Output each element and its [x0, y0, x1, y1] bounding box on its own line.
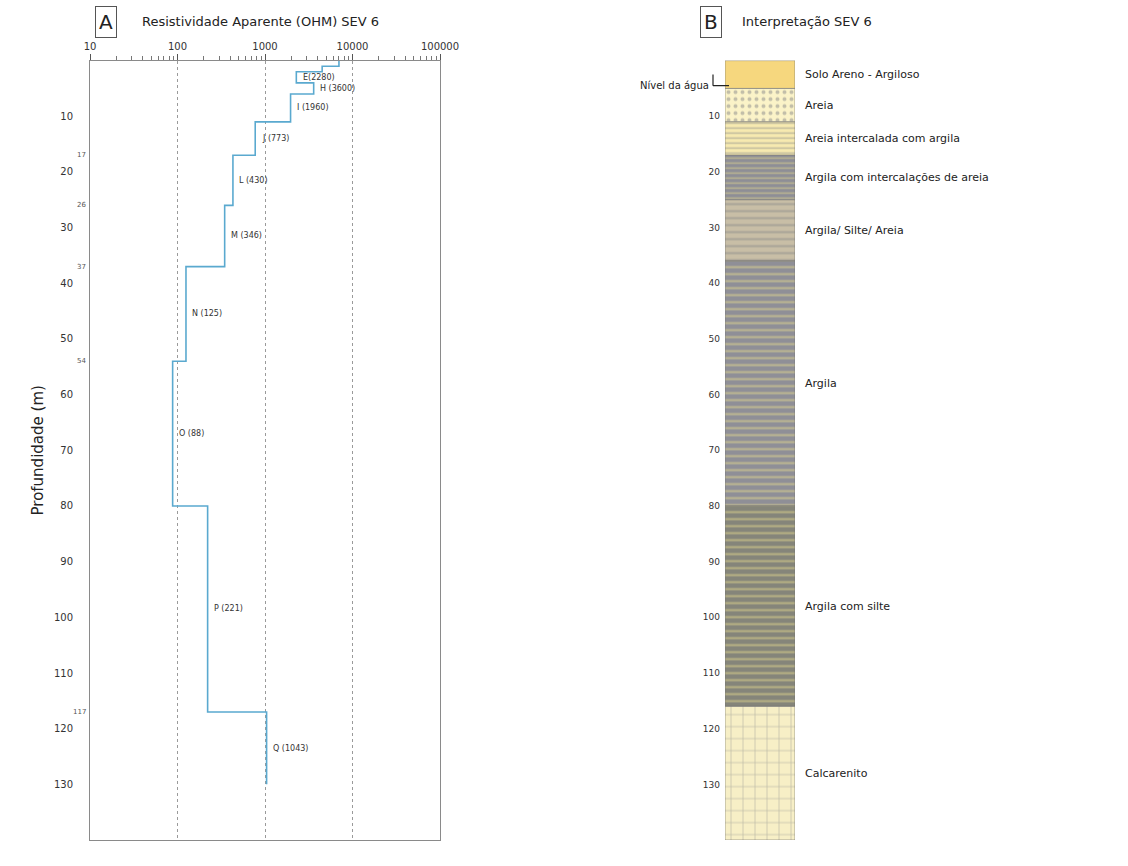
- svg-text:1000: 1000: [252, 41, 277, 52]
- svg-text:I (1960): I (1960): [297, 103, 329, 112]
- svg-text:100: 100: [54, 612, 73, 623]
- svg-text:26: 26: [77, 201, 86, 209]
- svg-text:30: 30: [709, 223, 721, 233]
- svg-text:Argila com intercalações de ar: Argila com intercalações de areia: [805, 171, 989, 184]
- svg-text:30: 30: [60, 222, 73, 233]
- svg-text:60: 60: [60, 389, 73, 400]
- svg-text:40: 40: [60, 278, 73, 289]
- svg-text:L (430): L (430): [239, 176, 268, 185]
- svg-text:80: 80: [60, 500, 73, 511]
- svg-text:60: 60: [709, 390, 721, 400]
- svg-text:Q (1043): Q (1043): [273, 744, 308, 753]
- svg-text:40: 40: [709, 278, 721, 288]
- svg-text:M (346): M (346): [231, 231, 262, 240]
- svg-text:80: 80: [709, 501, 721, 511]
- svg-text:Interpretação SEV 6: Interpretação SEV 6: [742, 14, 872, 29]
- svg-text:50: 50: [60, 333, 73, 344]
- svg-text:N (125): N (125): [192, 309, 222, 318]
- svg-text:Argila/ Silte/ Areia: Argila/ Silte/ Areia: [805, 224, 904, 237]
- svg-text:P (221): P (221): [214, 604, 243, 613]
- svg-text:117: 117: [73, 708, 86, 716]
- svg-text:130: 130: [703, 780, 720, 790]
- svg-text:Argila: Argila: [805, 377, 837, 390]
- svg-text:Areia: Areia: [805, 99, 833, 112]
- svg-text:10: 10: [60, 111, 73, 122]
- svg-text:90: 90: [709, 557, 721, 567]
- svg-text:120: 120: [703, 724, 720, 734]
- svg-text:54: 54: [77, 357, 86, 365]
- svg-text:17: 17: [77, 151, 86, 159]
- svg-text:110: 110: [54, 668, 73, 679]
- svg-text:Nível da água: Nível da água: [640, 80, 709, 91]
- svg-text:Profundidade (m): Profundidade (m): [29, 385, 47, 515]
- svg-text:20: 20: [60, 166, 73, 177]
- svg-text:20: 20: [709, 167, 721, 177]
- svg-text:A: A: [99, 10, 113, 34]
- svg-text:E(2280): E(2280): [303, 73, 335, 82]
- svg-text:100: 100: [168, 41, 187, 52]
- svg-text:130: 130: [54, 779, 73, 790]
- svg-text:10: 10: [709, 111, 721, 121]
- svg-text:Calcarenito: Calcarenito: [805, 767, 868, 780]
- svg-text:110: 110: [703, 668, 720, 678]
- svg-text:J (773): J (773): [262, 134, 289, 143]
- svg-text:90: 90: [60, 556, 73, 567]
- svg-text:Areia intercalada com argila: Areia intercalada com argila: [805, 132, 960, 145]
- svg-text:Resistividade Aparente (OHM) S: Resistividade Aparente (OHM) SEV 6: [142, 14, 379, 29]
- svg-text:120: 120: [54, 723, 73, 734]
- svg-text:Argila com silte: Argila com silte: [805, 600, 890, 613]
- svg-text:Solo Areno - Argiloso: Solo Areno - Argiloso: [805, 68, 920, 81]
- svg-text:100: 100: [703, 612, 720, 622]
- svg-text:37: 37: [77, 263, 86, 271]
- svg-text:H (3600): H (3600): [320, 84, 355, 93]
- svg-text:70: 70: [709, 445, 721, 455]
- svg-text:10: 10: [84, 41, 97, 52]
- svg-text:10000: 10000: [337, 41, 369, 52]
- svg-text:O (88): O (88): [179, 429, 204, 438]
- svg-text:70: 70: [60, 445, 73, 456]
- svg-text:B: B: [704, 10, 718, 34]
- svg-text:50: 50: [709, 334, 721, 344]
- svg-text:100000: 100000: [421, 41, 459, 52]
